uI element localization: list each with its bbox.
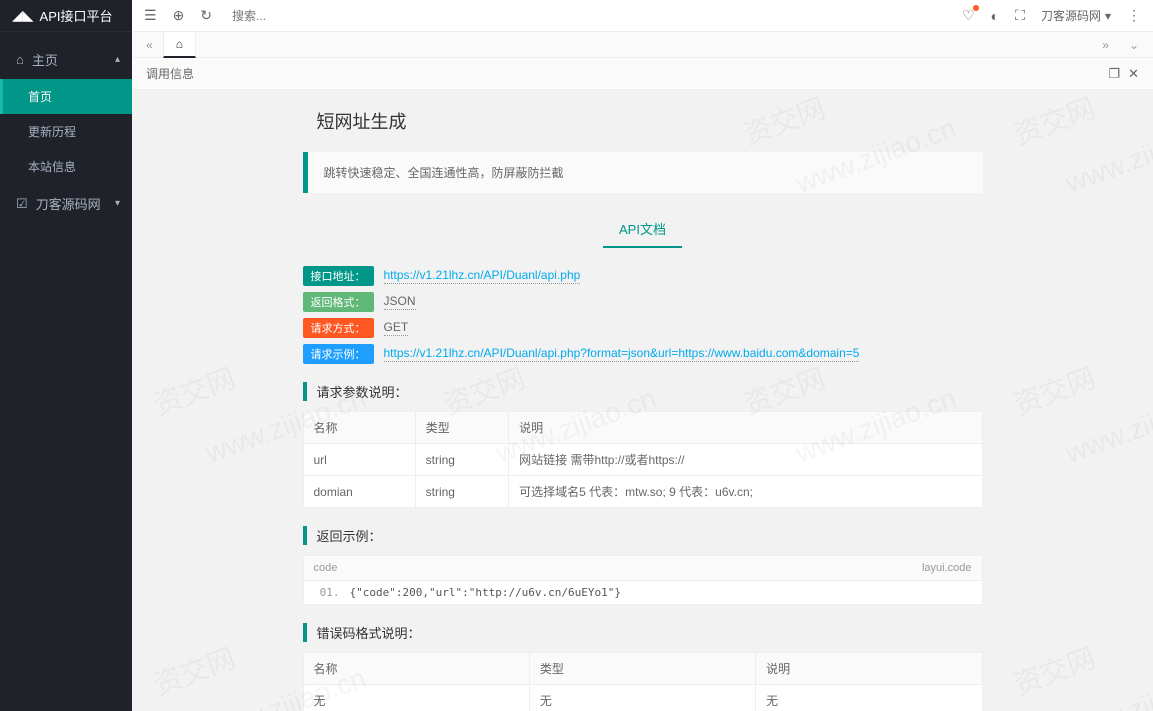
logo-icon: ◢◣	[12, 7, 34, 24]
table-cell: 无	[529, 685, 755, 711]
sidebar-nav: ⌂ 主页 首页 更新历程 本站信息 ☑ 刀客源码网	[0, 32, 132, 711]
sidebar-home-subs: 首页 更新历程 本站信息	[0, 79, 132, 184]
info-example-value[interactable]: https://v1.21lhz.cn/API/Duanl/api.php?fo…	[384, 346, 860, 362]
info-method: 请求方式： GET	[303, 318, 983, 338]
watermark: 资交网	[1008, 357, 1101, 423]
content-header-right: ❐ ✕	[1108, 66, 1139, 82]
globe-icon[interactable]: ⊕	[173, 7, 185, 24]
sidebar-sub-changelog[interactable]: 更新历程	[0, 114, 132, 149]
table-row: urlstring网站链接 需带http://或者https://	[303, 444, 982, 476]
quote-block: 跳转快速稳定、全国连通性高，防屏蔽防拦截	[303, 152, 983, 193]
search-input[interactable]	[228, 5, 428, 27]
tabs-bar: « ⌂ » ⌄	[132, 32, 1153, 58]
params-col-desc: 说明	[509, 412, 982, 444]
doc-tab-wrap: API文档	[303, 211, 983, 248]
sidebar: ◢◣ API接口平台 ⌂ 主页 首页 更新历程 本站信息 ☑ 刀客源码网	[0, 0, 132, 711]
table-cell: url	[303, 444, 415, 476]
watermark: 资交网	[1008, 90, 1101, 153]
logo[interactable]: ◢◣ API接口平台	[0, 0, 132, 32]
badge-format: 返回格式：	[303, 292, 374, 312]
section-params-title: 请求参数说明：	[303, 382, 983, 401]
watermark: www.zijiao.cn	[1062, 382, 1153, 470]
refresh-icon[interactable]: ↻	[200, 7, 212, 24]
main: ☰ ⊕ ↻ ♡ ◐ ⛶ 刀客源码网 ▾ ⋮ « ⌂ »	[132, 0, 1153, 711]
table-cell: string	[415, 444, 509, 476]
error-table: 名称 类型 说明 无无无	[303, 652, 983, 711]
table-cell: 网站链接 需带http://或者https://	[509, 444, 982, 476]
table-row: 无无无	[303, 685, 982, 711]
table-cell: 无	[303, 685, 529, 711]
shield-icon: ☑	[16, 196, 28, 212]
watermark: 资交网	[148, 637, 241, 703]
menu-toggle-icon[interactable]: ☰	[144, 7, 157, 24]
topbar-left: ☰ ⊕ ↻	[144, 5, 428, 27]
table-cell: 无	[756, 685, 982, 711]
home-icon: ⌂	[16, 52, 24, 67]
sidebar-sub-index[interactable]: 首页	[0, 79, 132, 114]
error-col-type: 类型	[529, 653, 755, 685]
badge-method: 请求方式：	[303, 318, 374, 338]
content-header: 调用信息 ❐ ✕	[132, 58, 1153, 90]
info-format-value: JSON	[384, 294, 416, 310]
window-restore-icon[interactable]: ❐	[1108, 66, 1120, 82]
return-code-body: 01.{"code":200,"url":"http://u6v.cn/6uEY…	[304, 581, 982, 604]
tab-next-icon[interactable]: »	[1096, 38, 1115, 52]
badge-address: 接口地址：	[303, 266, 374, 286]
content-container: 短网址生成 跳转快速稳定、全国连通性高，防屏蔽防拦截 API文档 接口地址： h…	[303, 108, 983, 711]
badge-example: 请求示例：	[303, 344, 374, 364]
sidebar-item-daoke[interactable]: ☑ 刀客源码网	[0, 184, 132, 223]
notification-icon[interactable]: ♡	[962, 7, 975, 24]
section-return-title: 返回示例：	[303, 526, 983, 545]
tab-right: » ⌄	[1096, 38, 1145, 52]
return-code-block: code layui.code 01.{"code":200,"url":"ht…	[303, 555, 983, 605]
section-error-title: 错误码格式说明：	[303, 623, 983, 642]
code-header: code layui.code	[304, 556, 982, 581]
table-row: domianstring可选择域名5 代表：mtw.so; 9 代表：u6v.c…	[303, 476, 982, 508]
content-body: 资交网 www.zijiao.cn 资交网 www.zijiao.cn 资交网 …	[132, 90, 1153, 711]
sidebar-daoke-label: 刀客源码网	[36, 194, 101, 213]
params-table: 名称 类型 说明 urlstring网站链接 需带http://或者https:…	[303, 411, 983, 508]
params-col-type: 类型	[415, 412, 509, 444]
user-menu[interactable]: 刀客源码网 ▾	[1041, 7, 1111, 24]
code-lang: layui.code	[922, 562, 972, 574]
content-header-title: 调用信息	[146, 65, 194, 82]
watermark: www.zijiao.cn	[1062, 662, 1153, 711]
more-icon[interactable]: ⋮	[1127, 7, 1141, 24]
logo-text: API接口平台	[40, 6, 113, 25]
error-col-desc: 说明	[756, 653, 982, 685]
watermark: 资交网	[148, 357, 241, 423]
info-example: 请求示例： https://v1.21lhz.cn/API/Duanl/api.…	[303, 344, 983, 364]
chevron-down-icon: ▾	[1105, 9, 1111, 23]
sidebar-sub-siteinfo[interactable]: 本站信息	[0, 149, 132, 184]
params-col-name: 名称	[303, 412, 415, 444]
fullscreen-icon[interactable]: ⛶	[1015, 7, 1025, 24]
theme-icon[interactable]: ◐	[991, 8, 999, 24]
info-address-value[interactable]: https://v1.21lhz.cn/API/Duanl/api.php	[384, 268, 581, 284]
tab-home[interactable]: ⌂	[163, 32, 196, 58]
tab-dropdown-icon[interactable]: ⌄	[1123, 38, 1145, 52]
error-col-name: 名称	[303, 653, 529, 685]
tab-prev-icon[interactable]: «	[140, 38, 159, 52]
close-icon[interactable]: ✕	[1128, 66, 1139, 82]
topbar-right: ♡ ◐ ⛶ 刀客源码网 ▾ ⋮	[962, 7, 1141, 24]
code-line: 01.{"code":200,"url":"http://u6v.cn/6uEY…	[304, 585, 982, 600]
table-cell: 可选择域名5 代表：mtw.so; 9 代表：u6v.cn;	[509, 476, 982, 508]
table-cell: domian	[303, 476, 415, 508]
code-label: code	[314, 562, 338, 574]
watermark: 资交网	[1008, 637, 1101, 703]
info-address: 接口地址： https://v1.21lhz.cn/API/Duanl/api.…	[303, 266, 983, 286]
topbar: ☰ ⊕ ↻ ♡ ◐ ⛶ 刀客源码网 ▾ ⋮	[132, 0, 1153, 32]
user-name: 刀客源码网	[1041, 7, 1101, 24]
page-title: 短网址生成	[317, 108, 983, 134]
tab-home-icon: ⌂	[176, 37, 183, 51]
table-cell: string	[415, 476, 509, 508]
watermark: www.zijiao.cn	[1062, 112, 1153, 200]
info-format: 返回格式： JSON	[303, 292, 983, 312]
info-method-value: GET	[384, 320, 409, 336]
doc-tab-api[interactable]: API文档	[603, 211, 682, 248]
notification-dot	[973, 5, 979, 11]
sidebar-home-label: 主页	[32, 50, 58, 69]
sidebar-item-home[interactable]: ⌂ 主页	[0, 40, 132, 79]
